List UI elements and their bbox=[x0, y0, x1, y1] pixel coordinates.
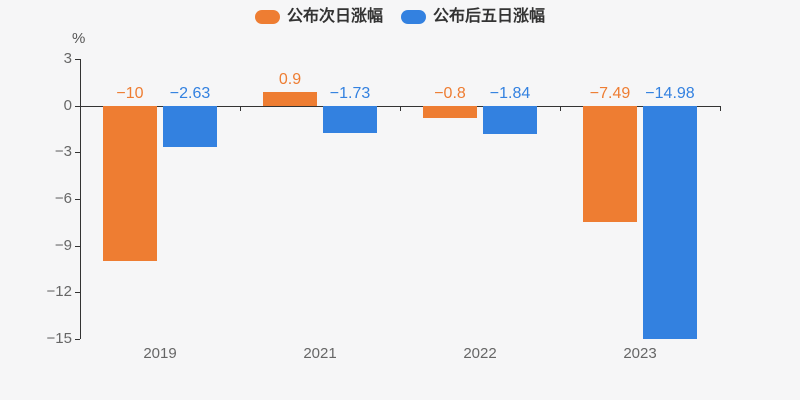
bar-next-day-2019[interactable] bbox=[103, 105, 157, 262]
y-tick-label: −12 bbox=[46, 283, 72, 301]
y-axis-tick bbox=[75, 105, 80, 107]
legend-item-next-day[interactable]: 公布次日涨幅 bbox=[254, 8, 383, 26]
y-axis-tick bbox=[75, 245, 80, 247]
y-tick-label: −3 bbox=[54, 143, 72, 161]
legend-swatch-orange-icon bbox=[254, 10, 280, 24]
y-axis-tick bbox=[75, 292, 80, 294]
bar-five-day-2019[interactable] bbox=[163, 105, 217, 147]
y-tick-label: 3 bbox=[63, 50, 72, 67]
bar-five-day-2022[interactable] bbox=[483, 105, 537, 135]
legend-item-five-day[interactable]: 公布后五日涨幅 bbox=[401, 8, 545, 26]
bar-five-day-2023[interactable] bbox=[643, 105, 697, 339]
bar-next-day-2021[interactable] bbox=[263, 91, 317, 106]
bar-next-day-2022[interactable] bbox=[423, 105, 477, 119]
y-axis-tick bbox=[75, 199, 80, 200]
y-tick-label: −9 bbox=[54, 236, 72, 254]
bar-value-label: −10 bbox=[116, 84, 144, 102]
bar-value-label: −7.49 bbox=[589, 84, 631, 102]
x-category-label: 2019 bbox=[143, 345, 177, 362]
y-axis-line bbox=[80, 59, 81, 339]
x-axis-tick bbox=[400, 105, 401, 111]
x-axis-tick bbox=[560, 105, 561, 111]
bar-value-label: −1.73 bbox=[329, 84, 371, 102]
bar-five-day-2021[interactable] bbox=[323, 105, 377, 133]
x-category-label: 2021 bbox=[303, 345, 337, 362]
bar-value-label: −1.84 bbox=[489, 84, 531, 102]
x-category-label: 2022 bbox=[463, 345, 497, 362]
bar-value-label: −14.98 bbox=[645, 84, 695, 102]
legend-label-next-day: 公布次日涨幅 bbox=[286, 8, 383, 25]
y-axis-unit-label: % bbox=[72, 30, 86, 47]
x-axis-tick bbox=[720, 105, 721, 111]
chart-legend: 公布次日涨幅 公布后五日涨幅 bbox=[0, 8, 800, 26]
x-category-label: 2023 bbox=[623, 345, 657, 362]
bar-next-day-2023[interactable] bbox=[583, 105, 637, 223]
bar-value-label: −2.63 bbox=[169, 84, 211, 102]
bar-value-label: 0.9 bbox=[278, 70, 302, 88]
x-axis-tick bbox=[240, 105, 241, 111]
y-axis-tick bbox=[75, 59, 80, 60]
y-tick-label: −15 bbox=[46, 330, 72, 347]
bar-value-label: −0.8 bbox=[434, 84, 466, 102]
legend-swatch-blue-icon bbox=[401, 10, 426, 24]
y-tick-label: 0 bbox=[63, 96, 72, 114]
y-axis-tick bbox=[75, 339, 80, 340]
x-axis-tick bbox=[80, 105, 81, 111]
y-tick-label: −6 bbox=[54, 190, 72, 207]
legend-label-five-day: 公布后五日涨幅 bbox=[433, 8, 546, 25]
y-axis-tick bbox=[75, 152, 80, 154]
